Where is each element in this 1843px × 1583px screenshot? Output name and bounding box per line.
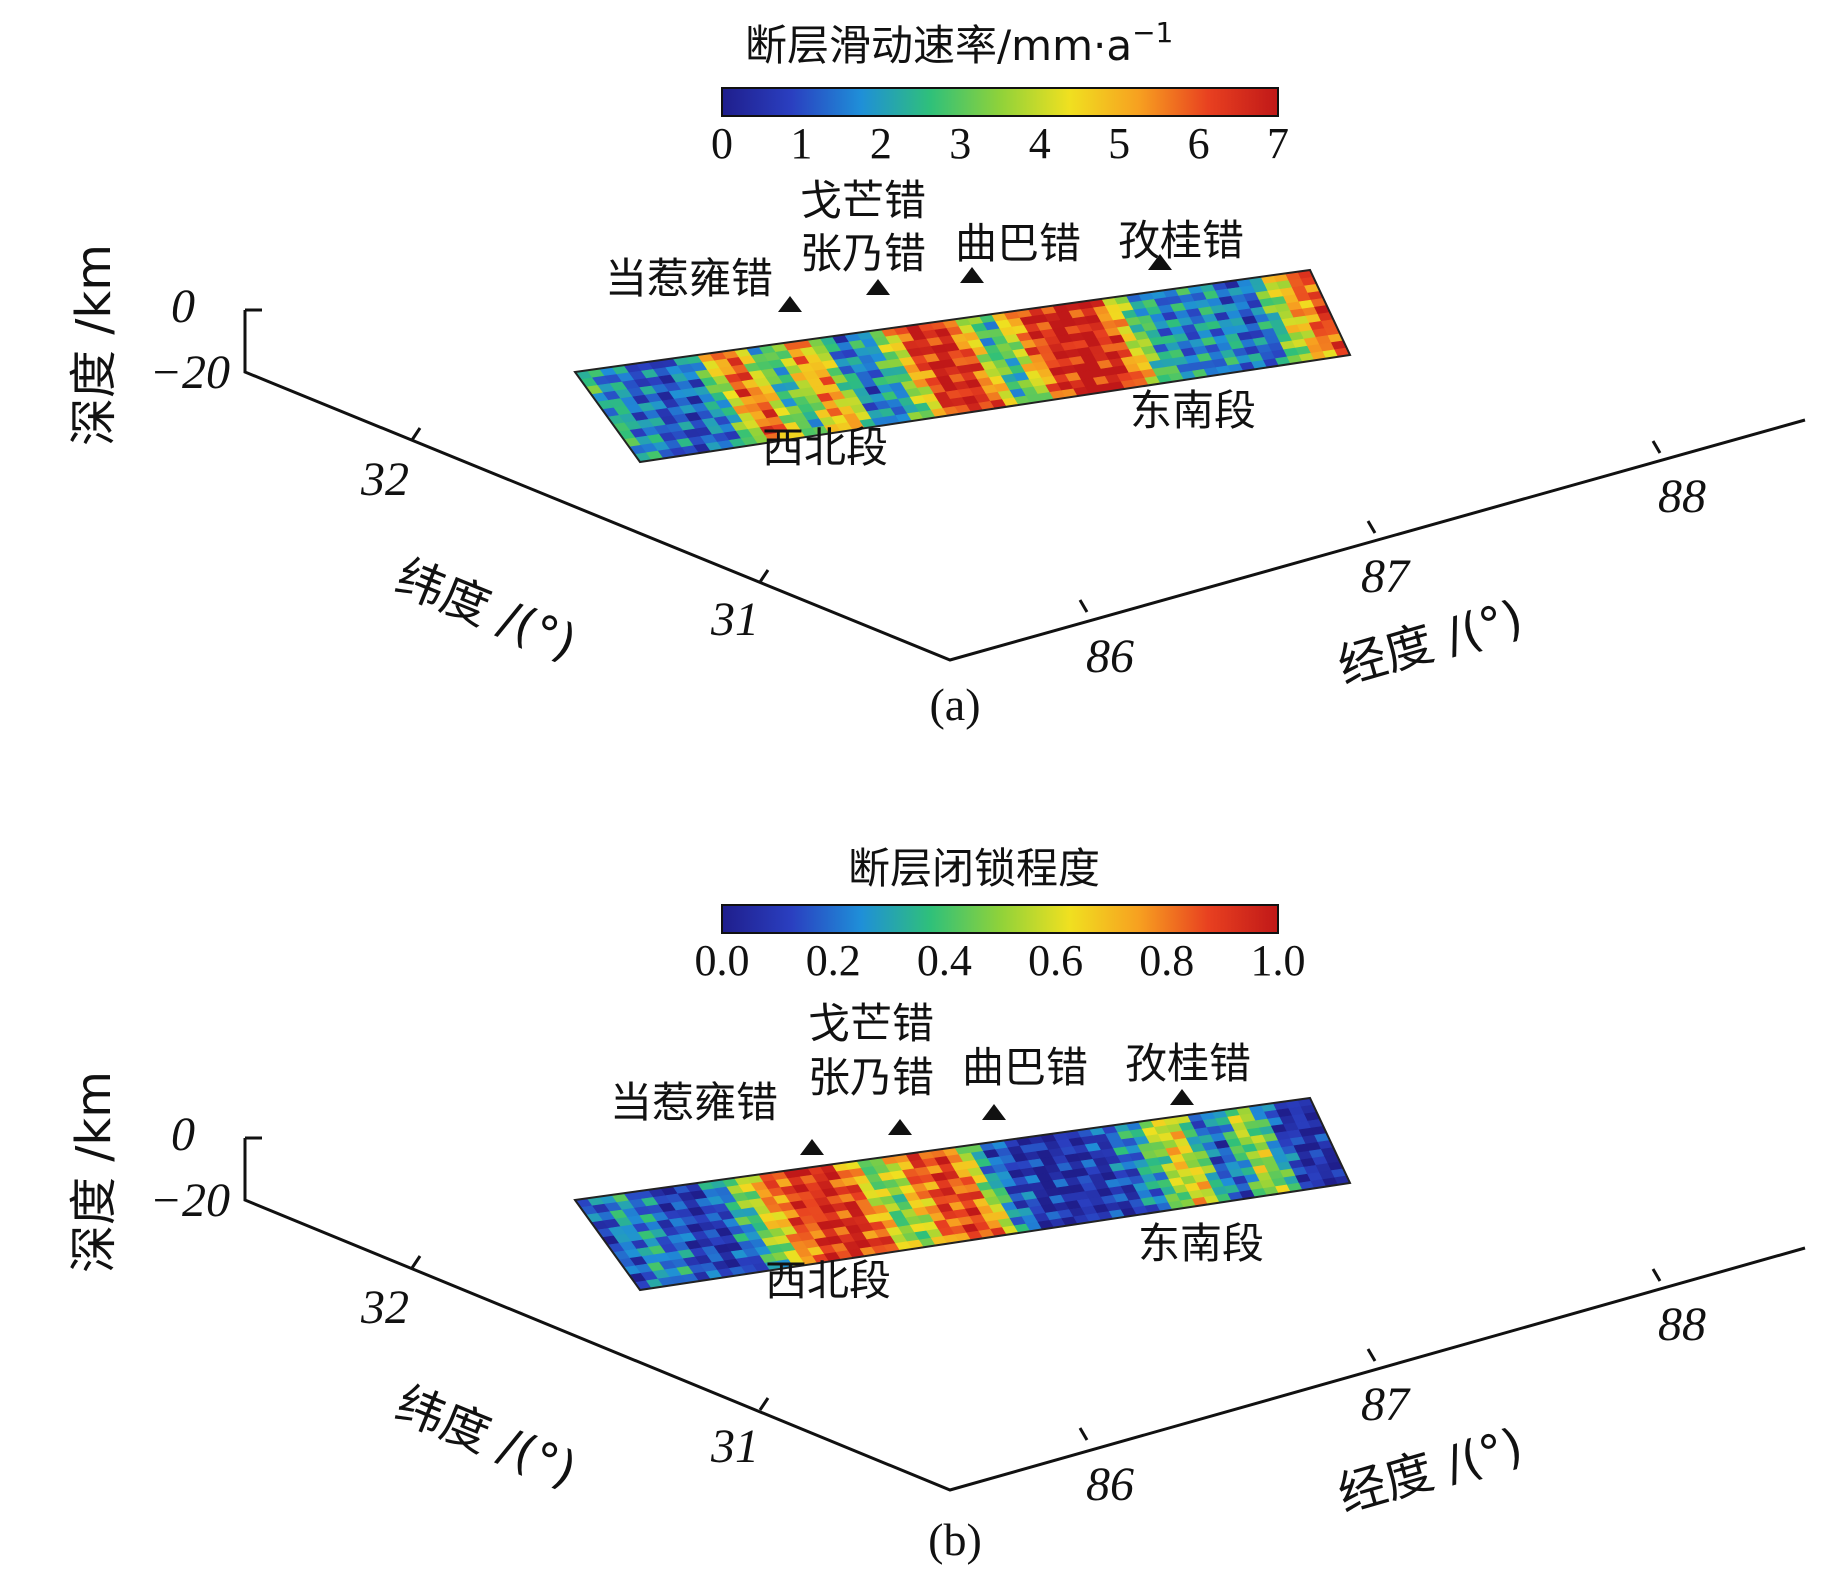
cbticksA-label-7: 7 (1267, 119, 1289, 168)
colorbar-ticks-a: 0 1 2 3 4 5 6 7 (711, 119, 1289, 168)
segment-label-southeast-b: 东南段 (1138, 1219, 1264, 1268)
lon-tick-label-86-a: 86 (1086, 630, 1134, 683)
fault-surface-a (573, 268, 1352, 464)
lat-axis-label-b: 纬度 /(°) (388, 1376, 584, 1499)
colorbar-title-b: 断层闭锁程度 (848, 844, 1100, 893)
lat-tick-label-31-b: 31 (710, 1420, 759, 1473)
lat-tick-label-32-a: 32 (360, 453, 409, 506)
lat-tick-32-b (410, 1255, 422, 1269)
panel-label-b: (b) (928, 1514, 982, 1565)
lake-label-dangreyongcuo-b: 当惹雍错 (610, 1078, 778, 1127)
lon-tick-label-87-a: 87 (1361, 550, 1411, 603)
cbticksB-label-3: 0.6 (1028, 936, 1083, 985)
lake-label-qubacuo-a: 曲巴错 (955, 219, 1081, 268)
segment-label-northwest-b: 西北段 (765, 1256, 891, 1305)
lake-label-ziguicuo-b: 孜桂错 (1125, 1039, 1251, 1088)
lat-tick-31-b (758, 1397, 770, 1411)
lake-marker-ziguicuo-b (1170, 1089, 1194, 1105)
segment-label-southeast-a: 东南段 (1130, 386, 1256, 435)
lake-marker-dangreyongcuo-a (778, 296, 802, 312)
lon-axis-label-a: 经度 /(°) (1332, 590, 1529, 696)
lat-tick-label-31-a: 31 (710, 593, 759, 646)
lake-marker-zhangnaicuo-b (888, 1119, 912, 1135)
lake-marker-dangreyongcuo-b (800, 1139, 824, 1155)
cbticksA-label-0: 0 (711, 119, 733, 168)
depth-tick-label-0-a: 0 (171, 280, 195, 333)
lon-tick-label-88-a: 88 (1658, 470, 1706, 523)
cbticksA-label-6: 6 (1188, 119, 1210, 168)
lon-tick-label-87-b: 87 (1361, 1378, 1411, 1431)
axes-frame-a (243, 310, 1806, 662)
cbticksB-label-4: 0.8 (1139, 936, 1194, 985)
colorbar-ticks-b: 0.0 0.2 0.4 0.6 0.8 1.0 (695, 936, 1306, 985)
lon-tick-87-b (1366, 1348, 1377, 1362)
cbticksB-label-0: 0.0 (695, 936, 750, 985)
lake-label-zhangnaicuo-a: 张乃错 (800, 229, 926, 278)
panel-label-a: (a) (929, 679, 980, 730)
lat-tick-31-a (758, 569, 770, 583)
cbticksA-label-1: 1 (790, 119, 812, 168)
cbticksA-label-5: 5 (1108, 119, 1130, 168)
depth-tick-label-0-b: 0 (171, 1108, 195, 1161)
lon-tick-86-b (1078, 1427, 1089, 1441)
fault-outline (573, 1096, 1352, 1292)
lon-tick-label-88-b: 88 (1658, 1298, 1706, 1351)
colorbar-b (721, 904, 1279, 934)
depth-tick-label-20-a: −20 (150, 346, 230, 399)
lake-marker-qubacuo-b (982, 1104, 1006, 1120)
depth-axis-label-a: 深度 /km (66, 244, 122, 446)
lake-label-ziguicuo-a: 孜桂错 (1118, 216, 1244, 265)
lake-label-qubacuo-b: 曲巴错 (962, 1043, 1088, 1092)
depth-tick-label-20-b: −20 (150, 1174, 230, 1227)
lon-tick-86-a (1078, 599, 1089, 613)
lon-tick-88-a (1651, 440, 1662, 454)
lake-label-gemangcuo-b: 戈芒错 (808, 999, 934, 1048)
segment-label-northwest-a: 西北段 (762, 423, 888, 472)
depth-axis-label-b: 深度 /km (66, 1071, 122, 1273)
cbticksB-label-1: 0.2 (806, 936, 861, 985)
panel-b: 断层闭锁程度 0.0 0.2 0.4 0.6 0.8 1.0 0 −20 深度 /km 3… (66, 844, 1806, 1565)
cbticksB-label-2: 0.4 (917, 936, 972, 985)
fault-surface-b (573, 1096, 1352, 1292)
lon-tick-88-b (1651, 1268, 1662, 1282)
lat-tick-32-a (410, 427, 422, 441)
lon-tick-87-a (1366, 520, 1377, 534)
lake-label-dangreyongcuo-a: 当惹雍错 (605, 254, 773, 303)
colorbar-a (721, 87, 1279, 117)
lat-tick-label-32-b: 32 (360, 1281, 409, 1334)
lake-marker-qubacuo-a (960, 267, 984, 283)
lon-tick-label-86-b: 86 (1086, 1458, 1134, 1511)
lake-label-zhangnaicuo-b: 张乃错 (808, 1053, 934, 1102)
cbticksB-label-5: 1.0 (1251, 936, 1306, 985)
panel-a: 断层滑动速率/mm·a−1 0 1 2 3 4 5 6 7 0 −20 深度 /km 32 3… (66, 16, 1806, 730)
lat-axis-label-a: 纬度 /(°) (388, 549, 584, 672)
axes-frame-b (243, 1138, 1806, 1492)
cbticksA-label-2: 2 (870, 119, 892, 168)
lon-axis-label-b: 经度 /(°) (1332, 1418, 1529, 1524)
lake-label-gemangcuo-a: 戈芒错 (800, 176, 926, 225)
cbticksA-label-3: 3 (949, 119, 971, 168)
colorbar-title-a: 断层滑动速率/mm·a−1 (745, 16, 1173, 70)
cbticksA-label-4: 4 (1029, 119, 1051, 168)
lake-marker-zhangnaicuo-a (866, 279, 890, 295)
lake-marker-ziguicuo-a (1148, 254, 1172, 270)
fault-outline (573, 268, 1352, 464)
